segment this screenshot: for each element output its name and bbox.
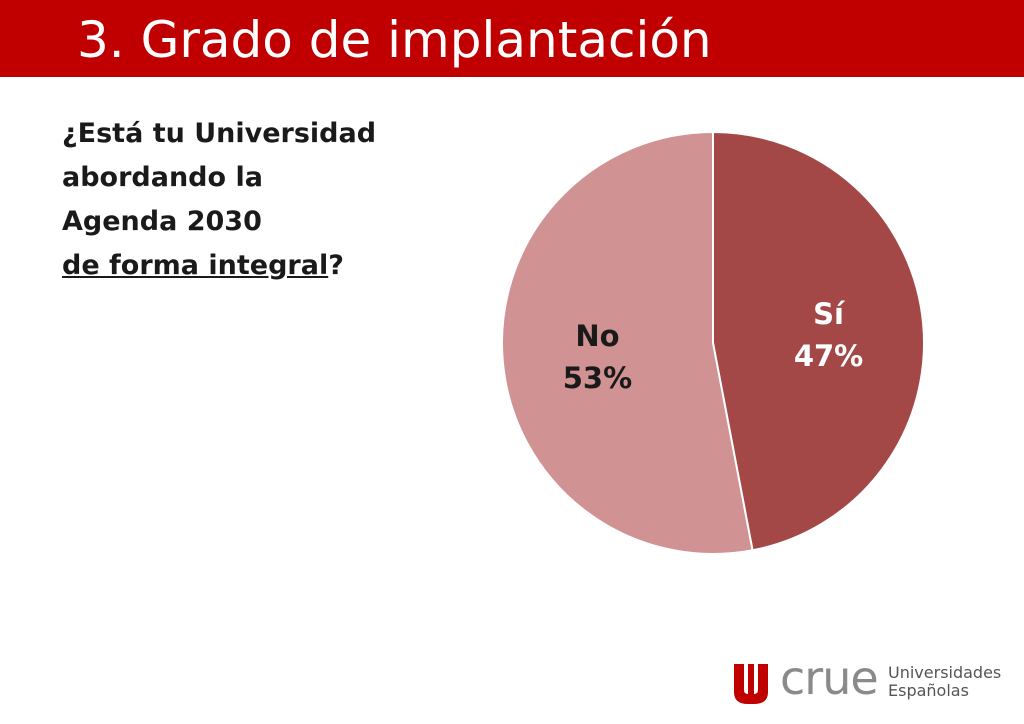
logo-wordmark: crue bbox=[780, 651, 879, 705]
page-title: 3. Grado de implantación bbox=[77, 11, 712, 69]
question-line-4: de forma integral? bbox=[62, 244, 422, 288]
question-mark: ? bbox=[328, 250, 344, 281]
question-line-3: Agenda 2030 bbox=[62, 206, 262, 237]
crue-logo-icon bbox=[734, 664, 768, 704]
logo-subtitle-line-1: Universidades bbox=[888, 663, 1002, 682]
pie-slice-s0 bbox=[712, 130, 925, 552]
logo-subtitle-line-2: Españolas bbox=[888, 681, 969, 700]
pie-label-category: Sí bbox=[813, 297, 846, 331]
question-underlined: de forma integral bbox=[62, 250, 329, 281]
pie-label-value: 53% bbox=[563, 361, 632, 395]
pie-label-category: No bbox=[575, 319, 619, 353]
question-line-2: abordando la bbox=[62, 162, 263, 193]
question-text: ¿Está tu Universidad abordando la Agenda… bbox=[62, 112, 422, 288]
pie-slice-no1 bbox=[501, 130, 754, 555]
pie-label-value: 47% bbox=[794, 339, 863, 373]
logo-subtitle: Universidades Españolas bbox=[888, 664, 1001, 700]
title-bar bbox=[0, 0, 1024, 77]
question-line-1: ¿Está tu Universidad bbox=[62, 118, 377, 149]
